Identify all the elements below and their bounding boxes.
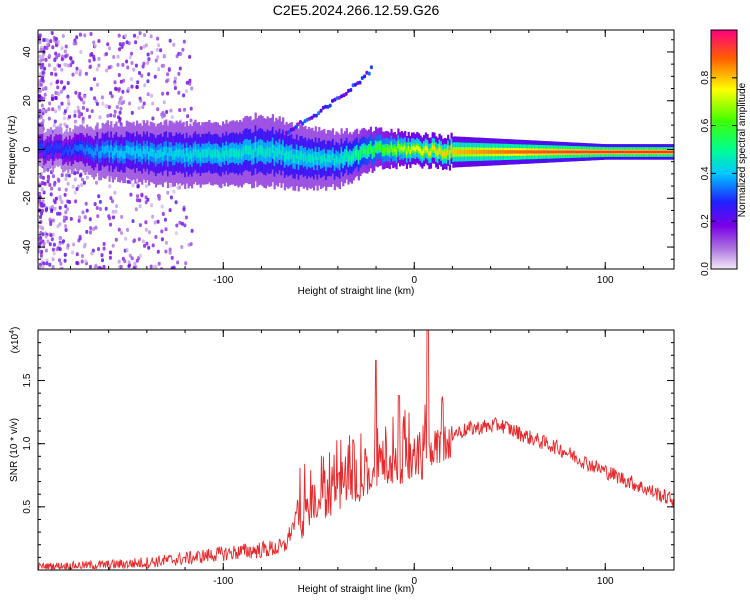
colorbar-tick-label: 0.6 — [700, 118, 711, 132]
colorbar-tick-label: 0.2 — [700, 214, 711, 228]
spectrogram-x-ticks: -100 0 100 — [69, 30, 644, 286]
spectrogram-x-tick-label: -100 — [213, 275, 233, 286]
colorbar-ticks: 0.0 0.2 0.4 0.6 0.8 — [700, 70, 737, 276]
colorbar-tick-label: 0.4 — [700, 166, 711, 180]
spectrogram-y-ticks: -40 -20 0 20 40 — [22, 39, 674, 260]
spectrogram-y-tick-label: -20 — [22, 191, 33, 206]
colorbar: 0.0 0.2 0.4 0.6 0.8 Normalized spectral ampl… — [700, 29, 748, 276]
snr-x-axis-label: Height of straight line (km) — [298, 584, 415, 595]
spectrogram-y-tick-label: 0 — [22, 146, 33, 152]
snr-y-multiplier: (x104) — [9, 327, 21, 354]
snr-plot-area — [38, 330, 674, 570]
snr-y-tick-label: 0.5 — [22, 499, 33, 513]
spectrogram-heatmap — [38, 31, 674, 269]
spectrogram-y-axis-label: Frequency (Hz) — [7, 116, 18, 185]
snr-frame — [37, 329, 675, 571]
snr-x-tick-label: 0 — [411, 576, 417, 587]
snr-series-line — [38, 330, 674, 570]
snr-x-tick-label: -100 — [213, 576, 233, 587]
snr-y-tick-label: 1.0 — [22, 436, 33, 450]
snr-y-ticks: 0.5 1.0 1.5 — [22, 329, 674, 571]
snr-x-ticks: -100 0 100 — [69, 330, 644, 587]
colorbar-gradient — [710, 29, 738, 270]
spectrogram-x-axis-label: Height of straight line (km) — [298, 286, 415, 297]
spectrogram-x-tick-label: 0 — [411, 275, 417, 286]
colorbar-tick-label: 0.8 — [700, 70, 711, 84]
snr-y-tick-label: 1.5 — [22, 373, 33, 387]
page-title: C2E5.2024.266.12.59.G26 — [273, 2, 440, 18]
snr-y-axis-label: SNR (10 * v/v) — [9, 418, 20, 482]
colorbar-label: Normalized spectral amplitude — [737, 82, 748, 217]
colorbar-tick-label: 0.0 — [700, 262, 711, 276]
spectrogram-panel: -100 0 100 -40 -20 0 20 40 Height of straight … — [7, 29, 675, 297]
snr-x-tick-label: 100 — [597, 576, 614, 587]
spectrogram-y-tick-label: 40 — [22, 46, 33, 58]
snr-panel: -100 0 100 0.5 1.0 1.5 Height of straight li… — [9, 327, 675, 595]
spectrogram-y-tick-label: -40 — [22, 239, 33, 254]
spectrogram-x-tick-label: 100 — [597, 275, 614, 286]
spectrogram-y-tick-label: 20 — [22, 95, 33, 107]
